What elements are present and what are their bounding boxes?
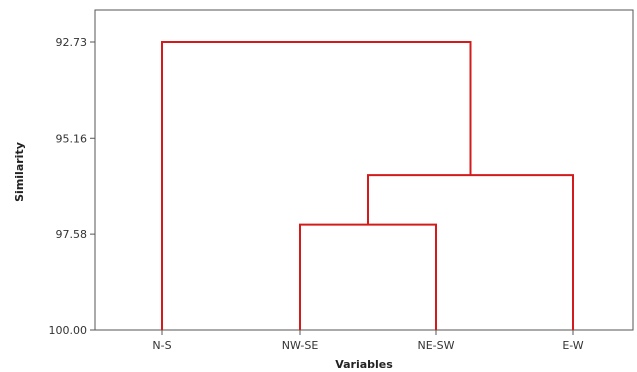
y-tick-label: 95.16 — [56, 132, 88, 145]
y-tick-label: 92.73 — [56, 36, 88, 49]
x-axis: N-S NW-SE NE-SW E-W — [152, 330, 584, 352]
leaf-label: N-S — [152, 339, 171, 352]
leaf-label: NW-SE — [282, 339, 319, 352]
plot-frame — [94, 9, 634, 331]
leaf-label: E-W — [562, 339, 583, 352]
y-tick-label: 100.00 — [49, 324, 88, 337]
dendrogram-link — [161, 41, 472, 330]
y-tick-label: 97.58 — [56, 228, 88, 241]
x-axis-title: Variables — [335, 358, 393, 371]
leaf-label: NE-SW — [417, 339, 454, 352]
y-axis-title: Similarity — [13, 142, 26, 202]
dendrogram-links — [161, 41, 574, 330]
dendrogram-link — [299, 223, 437, 330]
y-axis: 92.73 95.16 97.58 100.00 — [49, 36, 95, 337]
dendrogram-link — [367, 174, 574, 330]
